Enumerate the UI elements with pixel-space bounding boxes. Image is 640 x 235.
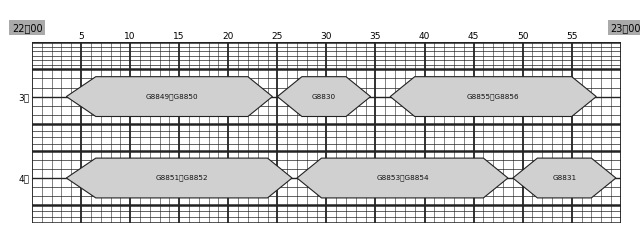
Text: G8830: G8830 bbox=[312, 94, 336, 100]
Polygon shape bbox=[277, 77, 371, 117]
Polygon shape bbox=[297, 158, 508, 198]
Polygon shape bbox=[67, 158, 292, 198]
Text: 23：00: 23：00 bbox=[611, 23, 640, 33]
Polygon shape bbox=[390, 77, 596, 117]
Text: G8851～G8852: G8851～G8852 bbox=[156, 175, 208, 181]
Text: G8849～G8850: G8849～G8850 bbox=[145, 93, 198, 100]
Text: G8853～G8854: G8853～G8854 bbox=[376, 175, 429, 181]
Polygon shape bbox=[67, 77, 273, 117]
Text: G8855～G8856: G8855～G8856 bbox=[467, 93, 520, 100]
Text: G8831: G8831 bbox=[552, 175, 577, 181]
Text: 22：00: 22：00 bbox=[12, 23, 42, 33]
Polygon shape bbox=[513, 158, 616, 198]
